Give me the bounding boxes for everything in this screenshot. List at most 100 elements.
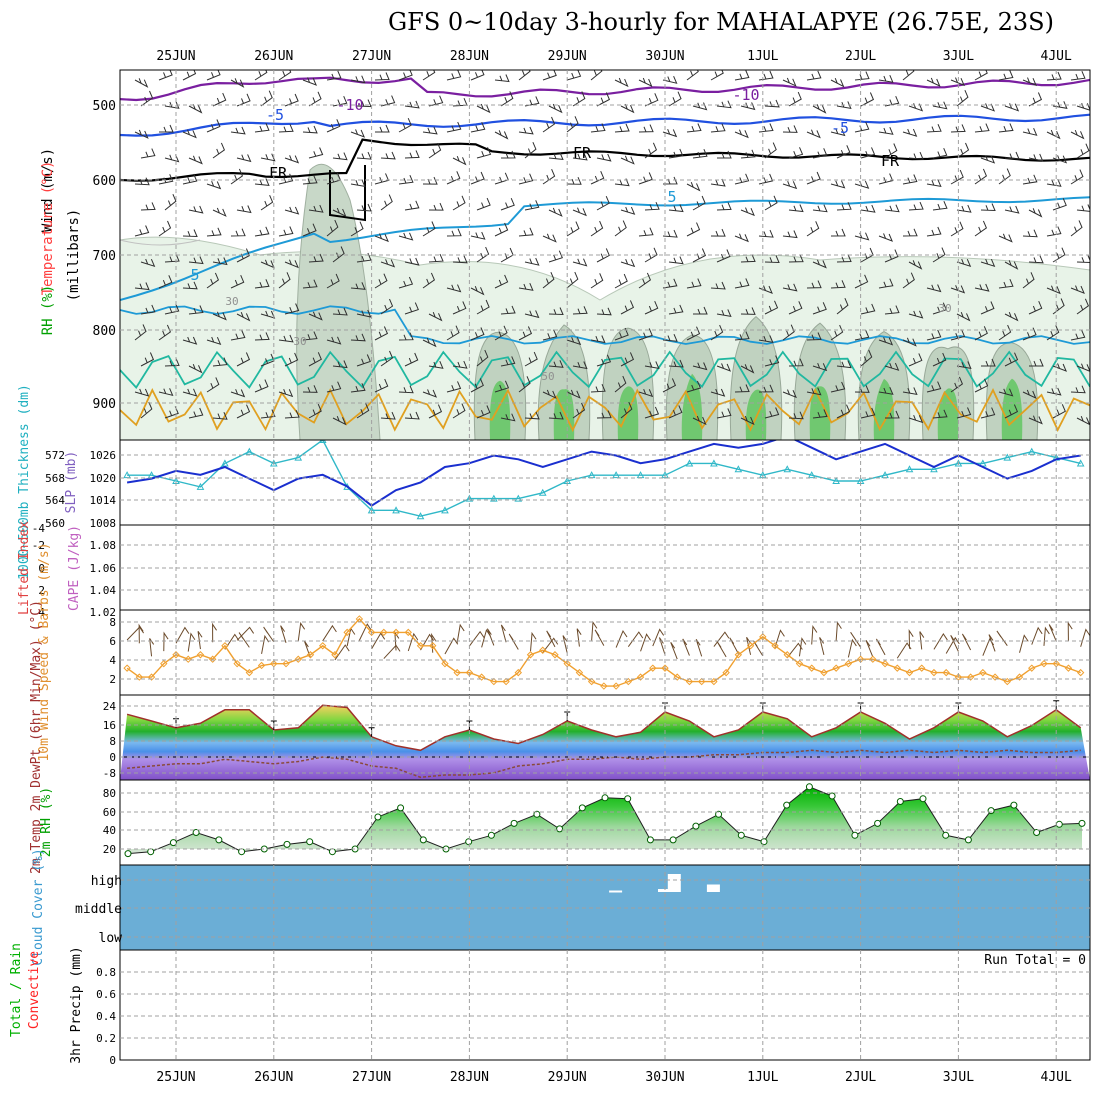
rh-point xyxy=(646,836,654,844)
wind-barb-10m xyxy=(876,638,886,656)
wind-barb xyxy=(788,254,804,263)
wind-barb-10m xyxy=(383,644,401,659)
wind-speed-point xyxy=(832,664,840,672)
wind-barb xyxy=(788,204,804,213)
wind-barb xyxy=(1022,389,1037,400)
ytick-lifted-index: -2 xyxy=(32,539,45,552)
rh-point xyxy=(487,831,495,839)
wind-barb xyxy=(260,90,273,107)
wind-barb xyxy=(686,278,702,289)
wind-barb xyxy=(182,336,198,345)
wind-barb xyxy=(422,126,438,135)
wind-barb xyxy=(398,175,414,185)
ytick-lifted-index: 2 xyxy=(38,584,45,597)
wind-barb xyxy=(932,302,947,315)
wind-barb xyxy=(644,301,659,315)
wind-barb xyxy=(788,147,804,159)
wind-speed-point xyxy=(624,677,633,686)
wind-barb xyxy=(404,200,420,211)
wind-barb xyxy=(764,407,780,419)
thickness-line xyxy=(127,440,1081,517)
wind-barb xyxy=(878,337,894,346)
wind-speed-point xyxy=(979,668,987,677)
wind-speed-point xyxy=(404,628,412,637)
wind-barb xyxy=(518,326,533,341)
wind-barb xyxy=(236,154,252,163)
ytick-thickness: 568 xyxy=(45,472,65,485)
wind-barb xyxy=(758,335,774,344)
thickness-point xyxy=(905,465,914,473)
wind-barb xyxy=(974,123,990,133)
wind-barb xyxy=(140,352,155,367)
wind-barb xyxy=(734,331,750,341)
wind-barb xyxy=(350,333,366,342)
wind-barb xyxy=(998,123,1014,133)
wind-barb xyxy=(854,71,870,81)
ytick-precip: 0.8 xyxy=(96,966,116,979)
wind-speed-point xyxy=(135,673,144,681)
wind-barb xyxy=(644,142,658,159)
wind-barb xyxy=(500,150,516,159)
wind-barb xyxy=(1022,77,1037,87)
wind-barb xyxy=(668,91,682,107)
wind-barb xyxy=(380,259,396,268)
ytick-temp: 8 xyxy=(109,735,116,748)
wind-barb xyxy=(764,355,780,367)
wind-barb xyxy=(380,350,394,367)
wind-barb xyxy=(188,155,203,165)
wind-barb xyxy=(254,226,270,237)
wind-barb-10m xyxy=(908,628,914,649)
wind-barb-10m xyxy=(961,633,972,651)
ytick-lifted-index: 4 xyxy=(38,606,45,619)
wind-barb xyxy=(974,326,988,341)
wind-barb xyxy=(140,258,156,268)
wind-speed-point xyxy=(795,659,804,668)
ylabel-cape: CAPE (J/kg) xyxy=(67,525,82,611)
wind-barb-10m xyxy=(988,634,996,652)
wind-barb xyxy=(614,273,628,289)
wind-barb xyxy=(572,361,588,370)
rh-point xyxy=(169,839,177,847)
wind-barb xyxy=(494,74,510,83)
wind-barb xyxy=(620,401,633,419)
isotherm-freezing-dip xyxy=(329,165,366,222)
wind-speed-point xyxy=(697,677,706,686)
ylabel-wind: Wind (m/s) xyxy=(40,148,56,232)
wind-barb xyxy=(902,272,915,289)
wind-barb xyxy=(590,335,606,344)
ylabel-precip: 3hr Precip (mm) xyxy=(69,946,84,1063)
ytick-slp: 1026 xyxy=(90,449,117,462)
thickness-point xyxy=(196,482,205,490)
wind-barb xyxy=(981,358,996,367)
rh-contour xyxy=(120,239,201,440)
data-layer xyxy=(120,70,1090,893)
wind-barb-10m xyxy=(212,622,217,643)
date-label-bottom: 29JUN xyxy=(548,1070,587,1085)
ylabel-rh2m: 2m RH (%) xyxy=(39,787,54,857)
wind-barb xyxy=(428,404,443,419)
wind-barb-10m xyxy=(640,633,651,652)
wind-barb xyxy=(375,124,390,133)
wind-barb xyxy=(236,352,251,367)
wind-barb xyxy=(1070,330,1086,341)
wind-barb xyxy=(134,129,149,139)
wind-barb xyxy=(758,173,774,185)
date-label-bottom: 27JUN xyxy=(352,1070,391,1085)
isotherm-minus10 xyxy=(120,76,1090,102)
wind-barb xyxy=(284,93,299,107)
wind-barb xyxy=(764,195,778,211)
wind-barb xyxy=(926,179,942,188)
thickness-point xyxy=(710,459,718,467)
wind-barb xyxy=(974,168,988,185)
wind-barb-10m xyxy=(652,628,665,647)
wind-barb xyxy=(182,281,198,290)
wind-barb xyxy=(332,415,347,426)
wind-barb xyxy=(134,225,150,237)
wind-barb xyxy=(332,307,348,316)
ytick-rh: 60 xyxy=(103,806,116,819)
contour-label: 30 xyxy=(293,335,306,348)
wind-barb xyxy=(284,352,299,367)
wind-barb xyxy=(1004,151,1020,160)
wind-speed-point xyxy=(893,664,901,672)
wind-speed-point xyxy=(807,664,816,672)
